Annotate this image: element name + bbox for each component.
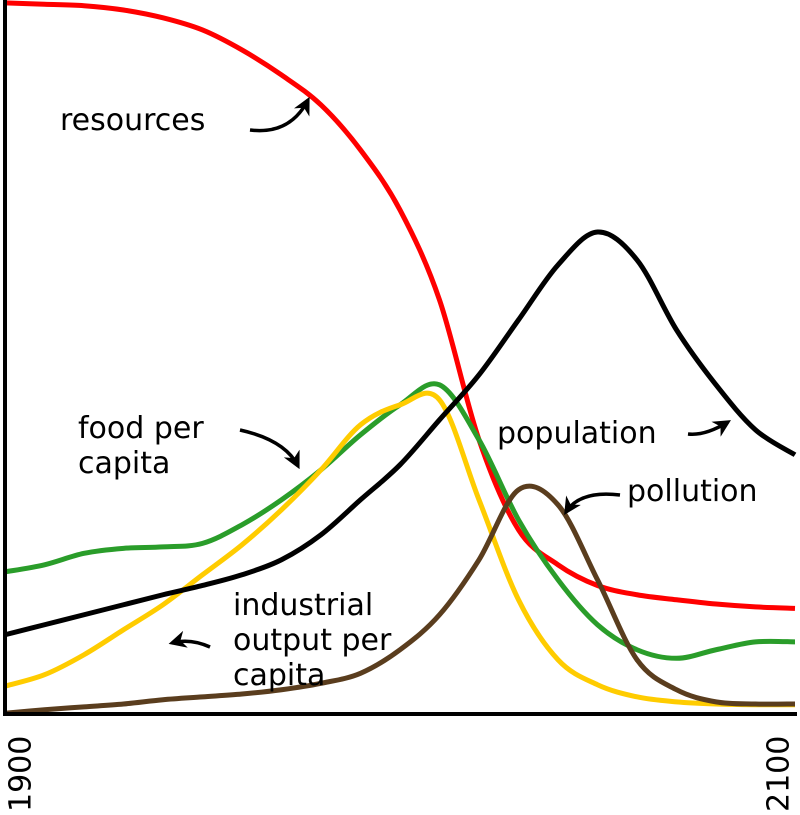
series-label: capita [233,658,325,693]
series-label: population [497,416,657,451]
series-label: resources [60,103,205,138]
series-label: capita [78,446,170,481]
arrow [239,428,300,470]
series-label: food per [78,411,204,446]
series-line [4,229,797,638]
series-label: industrial [233,588,373,623]
series-label: output per [233,623,392,658]
x-tick-label: 2100 [762,736,797,812]
series-label: pollution [627,474,758,509]
series-line [4,0,796,611]
arrow [168,630,211,649]
arrow [249,96,310,133]
x-tick-label: 1900 [4,736,39,812]
arrow [687,420,731,437]
series-line [4,390,796,708]
series-line [4,483,796,716]
arrow [564,492,621,515]
